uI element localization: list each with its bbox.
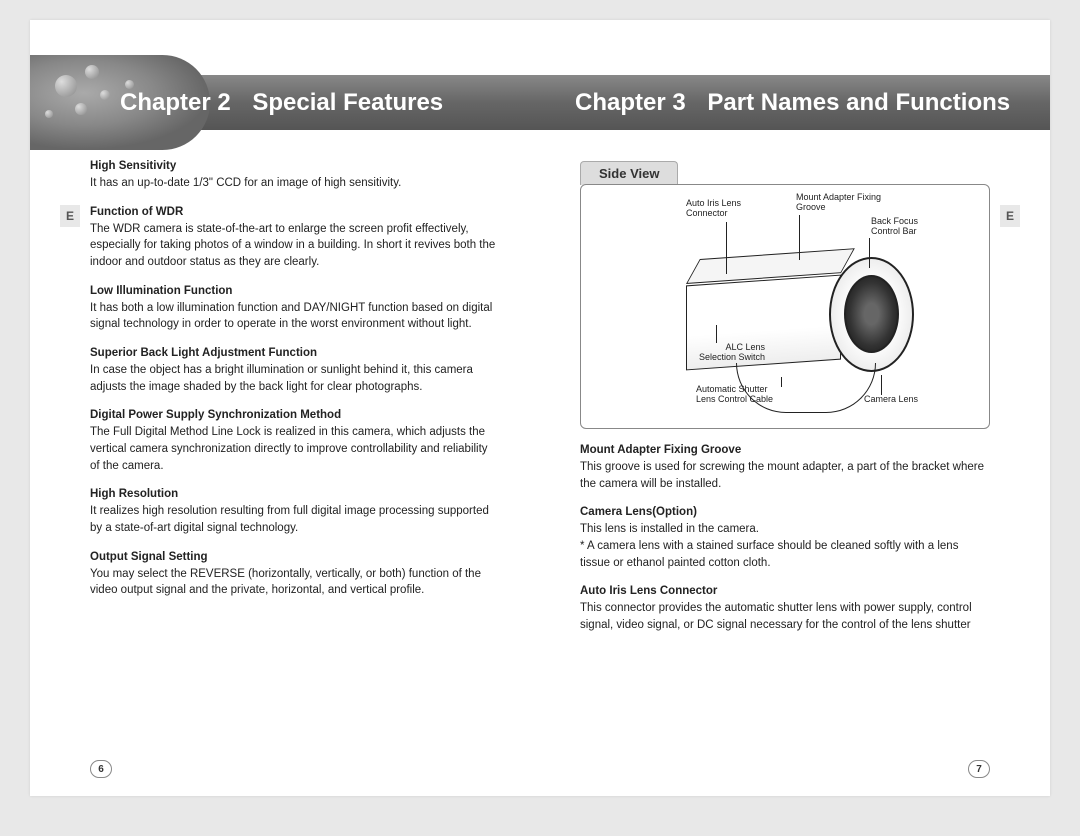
chapter-name: Part Names and Functions xyxy=(707,89,1010,116)
leader-line xyxy=(781,377,782,387)
section-heading: Camera Lens(Option) xyxy=(580,506,990,518)
section-heading: High Sensitivity xyxy=(90,160,500,172)
chapter-title-left: Chapter 2 Special Features xyxy=(120,89,443,117)
label-back-focus: Back Focus Control Bar xyxy=(871,217,918,237)
label-alc-lens: ALC Lens Selection Switch xyxy=(699,343,765,363)
section-body: The WDR camera is state-of-the-art to en… xyxy=(90,221,500,271)
section-heading: High Resolution xyxy=(90,488,500,500)
section-body: This groove is used for screwing the mou… xyxy=(580,459,990,492)
section-heading: Function of WDR xyxy=(90,206,500,218)
page-container: Chapter 2 Special Features Chapter 3 Par… xyxy=(30,20,1050,796)
page-number-left: 6 xyxy=(90,760,112,778)
chapter-prefix: Chapter 2 xyxy=(120,89,231,116)
section-body: It realizes high resolution resulting fr… xyxy=(90,503,500,536)
section-heading: Digital Power Supply Synchronization Met… xyxy=(90,409,500,421)
section-heading: Low Illumination Function xyxy=(90,285,500,297)
side-view-tab-wrap: Side View xyxy=(580,160,990,184)
chapter-name: Special Features xyxy=(252,89,443,116)
leader-line xyxy=(716,325,717,343)
label-mount-groove: Mount Adapter Fixing Groove xyxy=(796,193,881,213)
camera-diagram: Auto Iris Lens Connector Mount Adapter F… xyxy=(580,184,990,429)
section-body: It has an up-to-date 1/3" CCD for an ima… xyxy=(90,175,500,192)
side-view-tab: Side View xyxy=(580,161,678,185)
section-body: You may select the REVERSE (horizontally… xyxy=(90,566,500,599)
section-heading: Output Signal Setting xyxy=(90,551,500,563)
section-heading: Mount Adapter Fixing Groove xyxy=(580,444,990,456)
bubble-icon xyxy=(55,75,77,97)
side-letter: E xyxy=(60,205,80,227)
header-bar: Chapter 2 Special Features Chapter 3 Par… xyxy=(30,75,1050,130)
label-auto-shutter: Automatic Shutter Lens Control Cable xyxy=(696,385,773,405)
bubble-icon xyxy=(45,110,53,118)
section-heading: Auto Iris Lens Connector xyxy=(580,585,990,597)
section-body: The Full Digital Method Line Lock is rea… xyxy=(90,424,500,474)
chapter-title-right: Chapter 3 Part Names and Functions xyxy=(575,89,1010,117)
leader-line xyxy=(799,215,800,260)
section-body: This lens is installed in the camera. * … xyxy=(580,521,990,571)
side-letter: E xyxy=(1000,205,1020,227)
right-column: E Side View Auto Iris Lens Connector Mou… xyxy=(540,160,1050,796)
bubble-icon xyxy=(100,90,110,100)
section-body: It has both a low illumination function … xyxy=(90,300,500,333)
label-auto-iris: Auto Iris Lens Connector xyxy=(686,199,741,219)
section-body: This connector provides the automatic sh… xyxy=(580,600,990,633)
leader-line xyxy=(869,238,870,268)
left-column: E High Sensitivity It has an up-to-date 1… xyxy=(30,160,540,796)
section-heading: Superior Back Light Adjustment Function xyxy=(90,347,500,359)
leader-line xyxy=(726,222,727,274)
label-camera-lens: Camera Lens xyxy=(864,395,918,405)
bubble-icon xyxy=(85,65,99,79)
section-body: In case the object has a bright illumina… xyxy=(90,362,500,395)
chapter-prefix: Chapter 3 xyxy=(575,89,686,116)
bubble-icon xyxy=(75,103,87,115)
leader-line xyxy=(881,375,882,395)
page-columns: E High Sensitivity It has an up-to-date 1… xyxy=(30,160,1050,796)
page-number-right: 7 xyxy=(968,760,990,778)
camera-lens-inner xyxy=(844,275,899,353)
